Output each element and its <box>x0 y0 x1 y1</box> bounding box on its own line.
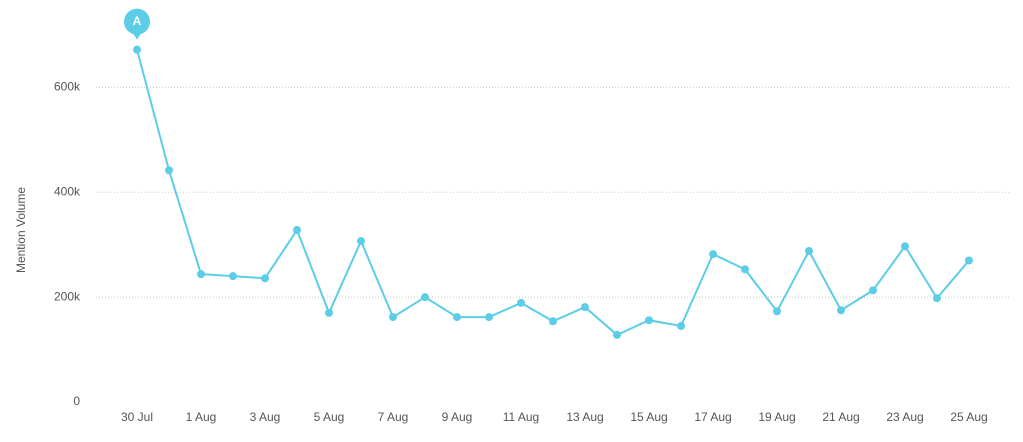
data-point <box>549 317 557 326</box>
data-point <box>581 303 589 312</box>
data-point <box>389 313 397 322</box>
data-point <box>805 247 813 256</box>
x-tick-label: 11 Aug <box>503 410 539 424</box>
data-point <box>645 316 653 325</box>
data-point <box>325 308 333 317</box>
x-tick-label: 15 Aug <box>630 410 667 424</box>
y-tick-label: 200k <box>54 289 81 303</box>
data-point <box>677 321 685 330</box>
data-point <box>293 226 301 235</box>
y-tick-label: 0 <box>73 394 80 408</box>
data-point <box>229 272 237 281</box>
data-point <box>165 166 173 175</box>
data-point <box>485 313 493 322</box>
annotation-label: A <box>133 14 142 28</box>
x-tick-label: 30 Jul <box>121 410 153 424</box>
data-point <box>901 242 909 251</box>
x-tick-label: 17 Aug <box>694 410 731 424</box>
data-point <box>133 45 141 54</box>
x-tick-label: 25 Aug <box>950 410 987 424</box>
data-point <box>933 294 941 303</box>
data-point <box>453 313 461 322</box>
x-tick-label: 3 Aug <box>250 410 281 424</box>
x-tick-label: 1 Aug <box>186 410 217 424</box>
data-point <box>741 265 749 274</box>
annotation-marker <box>124 8 150 35</box>
x-tick-label: 21 Aug <box>822 410 859 424</box>
x-tick-label: 9 Aug <box>442 410 473 424</box>
y-tick-label: 600k <box>54 80 81 94</box>
data-point <box>965 256 973 265</box>
data-point <box>261 274 269 283</box>
data-point <box>869 286 877 295</box>
x-tick-label: 5 Aug <box>314 410 345 424</box>
data-point <box>517 298 525 307</box>
x-tick-label: 23 Aug <box>886 410 923 424</box>
y-axis-label: Mention Volume <box>14 187 28 273</box>
data-point <box>197 270 205 279</box>
data-point <box>421 293 429 302</box>
data-point <box>357 237 365 246</box>
x-tick-label: 13 Aug <box>566 410 603 424</box>
data-point <box>837 306 845 315</box>
x-tick-label: 7 Aug <box>378 410 409 424</box>
y-tick-label: 400k <box>54 184 81 198</box>
x-tick-label: 19 Aug <box>758 410 795 424</box>
data-point <box>773 307 781 316</box>
data-point <box>709 250 717 259</box>
data-point <box>613 330 621 339</box>
